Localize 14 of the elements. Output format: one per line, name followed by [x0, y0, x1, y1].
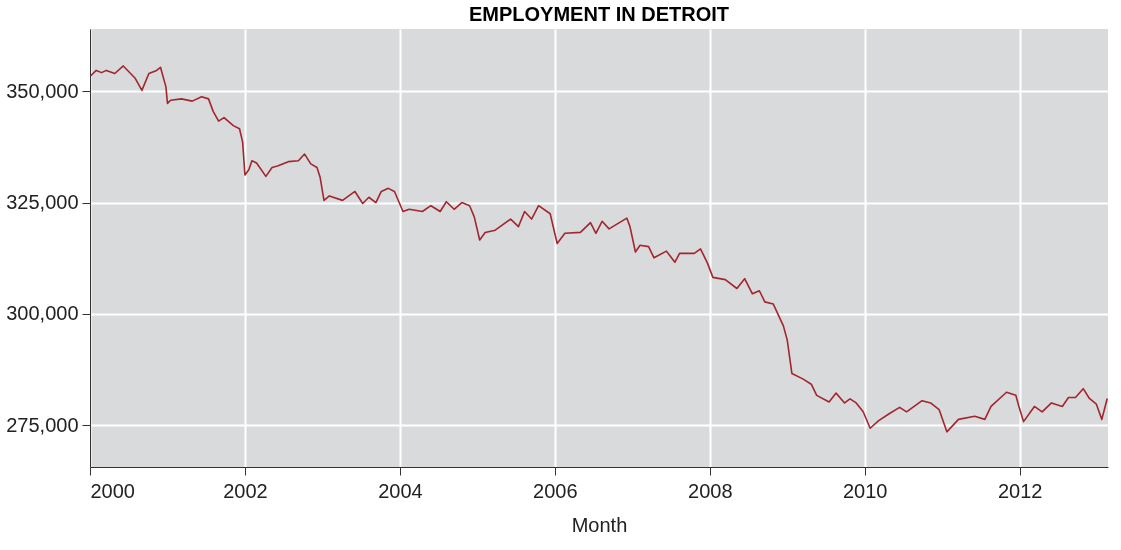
- x-tick-label: 2010: [842, 479, 888, 502]
- y-tick-label: 350,000: [6, 79, 79, 102]
- chart-title: EMPLOYMENT IN DETROIT: [469, 3, 729, 25]
- line-series: [90, 65, 1108, 433]
- x-tick-label: 2008: [688, 479, 733, 502]
- x-tick-label: 2000: [90, 479, 135, 502]
- x-tick-label: 2002: [223, 479, 268, 502]
- x-tick-label: 2004: [378, 479, 423, 502]
- x-axis-title: Month: [571, 513, 628, 536]
- y-tick-label: 300,000: [6, 302, 79, 325]
- x-tick-label: 2012: [997, 479, 1043, 502]
- y-tick-label: 275,000: [6, 413, 79, 436]
- x-tick-label: 2006: [533, 479, 578, 502]
- y-tick-label: 325,000: [6, 191, 79, 214]
